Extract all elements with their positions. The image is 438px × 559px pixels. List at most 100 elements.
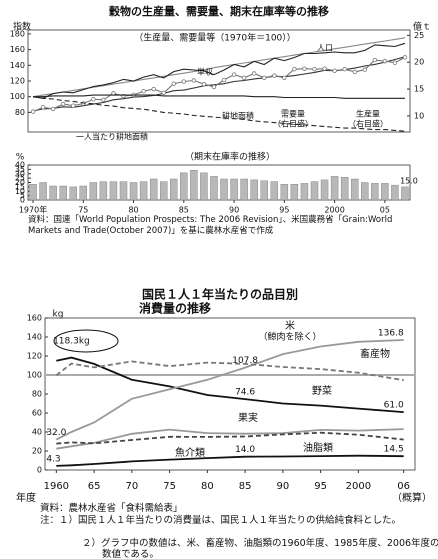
y-tick-label: 80 bbox=[32, 390, 42, 399]
y2-tick-label: 15 bbox=[414, 85, 424, 94]
series-line bbox=[55, 339, 404, 441]
point bbox=[60, 101, 66, 107]
y-tick-label: 120 bbox=[10, 77, 25, 86]
x-axis-label: 年度 bbox=[16, 491, 36, 504]
series-label: 魚介類 bbox=[175, 446, 205, 459]
point bbox=[262, 75, 267, 80]
bar bbox=[49, 185, 57, 201]
y-tick-label: 60 bbox=[32, 409, 42, 418]
x-tick-label: 1960 bbox=[44, 481, 69, 492]
series-line bbox=[55, 360, 404, 382]
series-label: 人口 bbox=[317, 44, 333, 53]
point bbox=[302, 66, 307, 71]
point bbox=[211, 84, 217, 90]
series-line bbox=[32, 37, 406, 98]
chart-title: 消費量の推移 bbox=[139, 301, 211, 316]
chart-title: 国民１人１年当たりの品目別 bbox=[142, 287, 298, 302]
value-label: 14.5 bbox=[384, 445, 404, 455]
point bbox=[101, 97, 106, 102]
bar bbox=[200, 172, 208, 201]
bar bbox=[170, 178, 178, 201]
point bbox=[161, 90, 166, 96]
chart-title: 穀物の生産量、需要量、期末在庫率等の推移 bbox=[109, 4, 329, 18]
x-tick-label: 70 bbox=[125, 481, 138, 492]
y-tick-label: 80 bbox=[15, 108, 25, 117]
point bbox=[402, 55, 408, 60]
chart-subtitle: （生産量、需要量等（1970年＝100）） bbox=[134, 32, 296, 44]
y-tick-label: 35 bbox=[15, 165, 25, 174]
note: ２）グラフ中の数値は、米、畜産物、油脂類の1960年度、1985年度、2006年… bbox=[82, 538, 438, 559]
bar bbox=[391, 184, 399, 201]
series-line bbox=[33, 94, 405, 99]
series-label: 野菜 bbox=[312, 385, 332, 397]
x-tick-label: 75 bbox=[78, 206, 88, 215]
plot-frame bbox=[27, 29, 411, 133]
bar bbox=[310, 181, 319, 201]
x-tick-label: 85 bbox=[239, 481, 252, 492]
x-tick-label: 80 bbox=[201, 481, 214, 492]
point bbox=[241, 75, 247, 80]
bar bbox=[280, 184, 289, 201]
bar bbox=[401, 186, 409, 201]
y-tick-label: 140 bbox=[27, 333, 42, 342]
y-axis-label: 指数 bbox=[13, 21, 31, 33]
y-tick-label: 15 bbox=[15, 182, 25, 191]
y-tick-label: 100 bbox=[10, 92, 25, 101]
value-label: 14.0 bbox=[235, 445, 255, 455]
point bbox=[342, 66, 347, 72]
bar bbox=[99, 181, 108, 201]
bar bbox=[220, 178, 228, 201]
value-label: 74.6 bbox=[235, 388, 255, 398]
bar bbox=[180, 172, 188, 201]
source: 資料：農林水産省「食料需給表」 bbox=[40, 503, 183, 514]
bar bbox=[240, 178, 248, 201]
bar bbox=[250, 179, 258, 201]
value-label: 61.0 bbox=[384, 401, 404, 411]
series-line bbox=[56, 454, 404, 467]
point bbox=[362, 67, 367, 72]
point bbox=[332, 68, 337, 73]
bar bbox=[361, 182, 369, 201]
x-tick-label: 2000 bbox=[346, 481, 371, 492]
y-tick-label: 160 bbox=[27, 314, 42, 323]
x-tick-label: 2000 bbox=[324, 206, 344, 215]
bar bbox=[190, 170, 198, 201]
x-tick-label: 95 bbox=[279, 206, 289, 215]
bar bbox=[210, 176, 218, 201]
y-tick-label: 0 bbox=[20, 196, 25, 205]
series-line bbox=[56, 428, 404, 450]
series-label: 需要量 bbox=[281, 110, 305, 119]
series-label: 単収 bbox=[197, 67, 213, 77]
point bbox=[151, 86, 156, 92]
y-tick-label: 100 bbox=[27, 371, 42, 380]
point bbox=[382, 58, 388, 64]
y-axis-label: kg bbox=[53, 310, 64, 320]
bar bbox=[350, 178, 359, 201]
point bbox=[272, 73, 277, 78]
y2-tick-label: 20 bbox=[414, 58, 424, 67]
series-line bbox=[32, 42, 406, 99]
y2-tick-label: 10 bbox=[414, 111, 424, 120]
series-line bbox=[56, 356, 404, 413]
value-label: 4.3 bbox=[46, 454, 60, 464]
x-tick-label: 90 bbox=[229, 206, 239, 215]
series-label: 油脂類 bbox=[303, 441, 333, 454]
y2-axis-label: 億ｔ bbox=[413, 21, 431, 33]
series-label: 耕地面積 bbox=[222, 111, 254, 121]
bar bbox=[270, 181, 279, 201]
point bbox=[352, 69, 357, 75]
y-tick-label: 20 bbox=[15, 178, 25, 187]
point bbox=[251, 71, 257, 76]
y-tick-label: 10 bbox=[15, 187, 25, 196]
y-tick-label: 30 bbox=[15, 169, 25, 178]
point bbox=[231, 72, 237, 77]
bar bbox=[89, 182, 98, 201]
value-label: 15.0 bbox=[400, 176, 418, 185]
bar bbox=[29, 184, 37, 201]
point bbox=[30, 109, 36, 114]
axis-note: （右目盛） bbox=[348, 119, 388, 129]
point bbox=[181, 79, 187, 84]
x-tick-label: 65 bbox=[88, 481, 101, 492]
series-label: 一人当たり耕地面積 bbox=[76, 132, 148, 142]
